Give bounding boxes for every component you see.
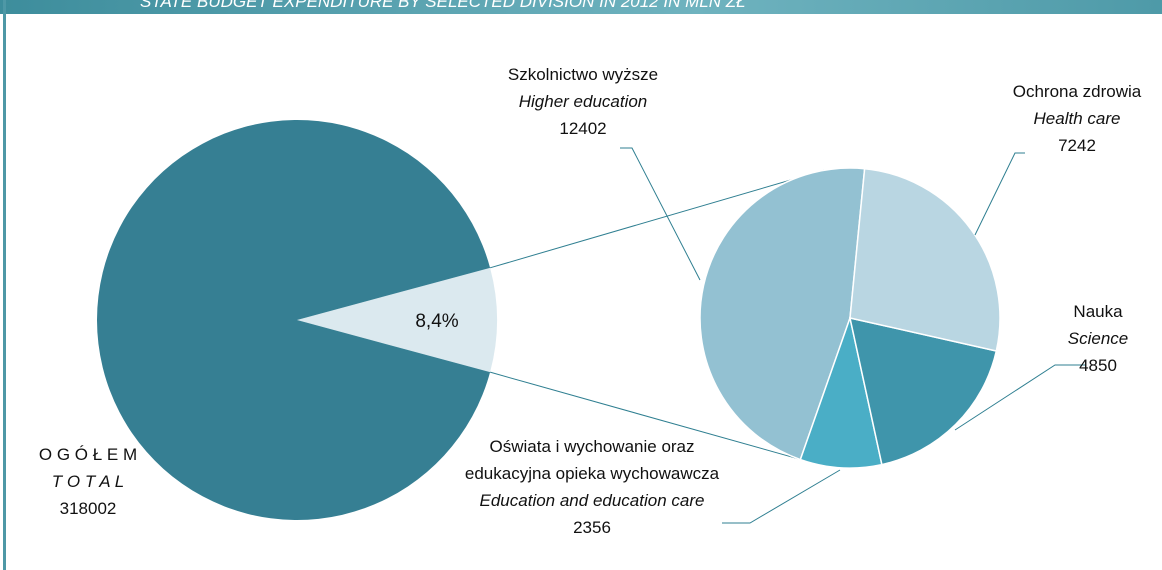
leader-line [722, 469, 841, 524]
header-bar: STATE BUDGET EXPENDITURE BY SELECTED DIV… [0, 0, 1162, 14]
label-value: 12402 [559, 119, 607, 138]
label-pl: Nauka [1073, 302, 1123, 321]
label-value: 2356 [573, 518, 611, 537]
chart-title: STATE BUDGET EXPENDITURE BY SELECTED DIV… [140, 0, 746, 11]
label-pl: Szkolnictwo wyższe [507, 65, 659, 84]
label-en: Higher education [518, 92, 648, 111]
label-en: Education and education care [479, 491, 705, 510]
connector [489, 371, 799, 460]
label-en: T O T A L [51, 472, 125, 491]
label-science: Nauka Science 4850 [1048, 298, 1148, 379]
pie-slice [849, 167, 1001, 352]
pie-slice [799, 315, 883, 469]
connector [489, 169, 825, 269]
pie-slice [297, 267, 497, 373]
label-pl: Oświata i wychowanie oraz edukacyjna opi… [464, 437, 720, 483]
label-health: Ochrona zdrowia Health care 7242 [977, 78, 1162, 159]
label-value: 4850 [1079, 356, 1117, 375]
label-value: 318002 [59, 499, 117, 518]
label-education: Oświata i wychowanie oraz edukacyjna opi… [462, 433, 722, 541]
label-en: Science [1067, 329, 1129, 348]
label-en: Health care [1033, 109, 1121, 128]
leader-line [954, 364, 1085, 431]
pie-slice [96, 119, 491, 521]
label-total: O G Ó Ł E M T O T A L 318002 [28, 441, 148, 522]
pie-slice [699, 167, 866, 461]
share-label: 8,4% [415, 311, 459, 332]
label-value: 7242 [1058, 136, 1096, 155]
label-pl: Ochrona zdrowia [1012, 82, 1142, 101]
leader-lines [620, 147, 1085, 524]
pie-slice [849, 317, 998, 466]
frame-edge [3, 0, 6, 570]
label-pl: O G Ó Ł E M [38, 445, 138, 464]
leader-line [974, 152, 1025, 236]
label-higher: Szkolnictwo wyższe Higher education 12402 [463, 61, 703, 142]
leader-line [620, 147, 701, 281]
